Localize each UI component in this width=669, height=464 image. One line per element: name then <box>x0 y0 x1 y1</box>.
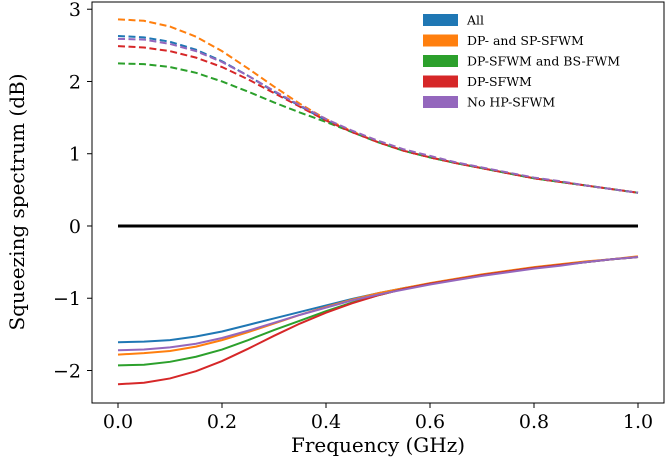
x-tick-label: 0.8 <box>519 411 549 433</box>
x-tick-label: 0.4 <box>311 411 341 433</box>
y-axis-ticks: −2 −1 0 1 2 3 <box>53 0 92 382</box>
y-tick-label: 1 <box>69 144 81 166</box>
series-line-no-hp-sfwm-lower <box>117 256 639 352</box>
legend: All DP- and SP-SFWM DP-SFWM and BS-FWM DP-S… <box>423 13 620 110</box>
series-line-dp-sfwm-upper <box>117 45 639 194</box>
x-tick-label: 0.6 <box>415 411 445 433</box>
y-tick-label: 2 <box>69 71 81 93</box>
x-tick-label: 1.0 <box>623 411 653 433</box>
legend-label-no-hp-sfwm: No HP-SFWM <box>467 95 555 110</box>
legend-label-dp-sfwm: DP-SFWM <box>467 74 532 89</box>
y-tick-label: 0 <box>69 216 81 238</box>
legend-swatch-no-hp-sfwm <box>423 96 458 108</box>
series-line-dp-and-sp-sfwm-upper <box>117 18 639 194</box>
y-tick-label: −1 <box>53 288 81 310</box>
legend-swatch-dp-sfwm-and-bs-fwm <box>423 55 458 67</box>
legend-label-dp-sfwm-and-bs-fwm: DP-SFWM and BS-FWM <box>467 54 620 69</box>
legend-swatch-all <box>423 14 458 26</box>
series-line-all-lower <box>117 256 639 344</box>
series-line-dp-and-sp-sfwm-lower <box>117 255 639 356</box>
series-line-dp-sfwm-and-bs-fwm-upper <box>117 62 639 194</box>
x-tick-label: 0.0 <box>103 411 133 433</box>
plot-lines <box>117 18 639 386</box>
series-line-dp-sfwm-and-bs-fwm-lower <box>117 256 639 367</box>
y-axis-title: Squeezing spectrum (dB) <box>5 73 29 330</box>
x-tick-label: 0.2 <box>207 411 237 433</box>
legend-swatch-dp-sfwm <box>423 75 458 88</box>
y-tick-label: 3 <box>69 0 81 21</box>
series-line-dp-sfwm-lower <box>117 256 639 386</box>
y-tick-label: −2 <box>53 360 81 382</box>
plot-frame <box>91 1 665 404</box>
series-line-no-hp-sfwm-upper <box>117 37 639 194</box>
legend-swatch-dp-and-sp-sfwm <box>423 34 458 47</box>
x-axis-ticks: 0.0 0.2 0.4 0.6 0.8 1.0 <box>103 403 653 433</box>
legend-label-dp-and-sp-sfwm: DP- and SP-SFWM <box>467 33 584 48</box>
legend-label-all: All <box>466 13 484 28</box>
x-axis-title: Frequency (GHz) <box>291 433 465 457</box>
